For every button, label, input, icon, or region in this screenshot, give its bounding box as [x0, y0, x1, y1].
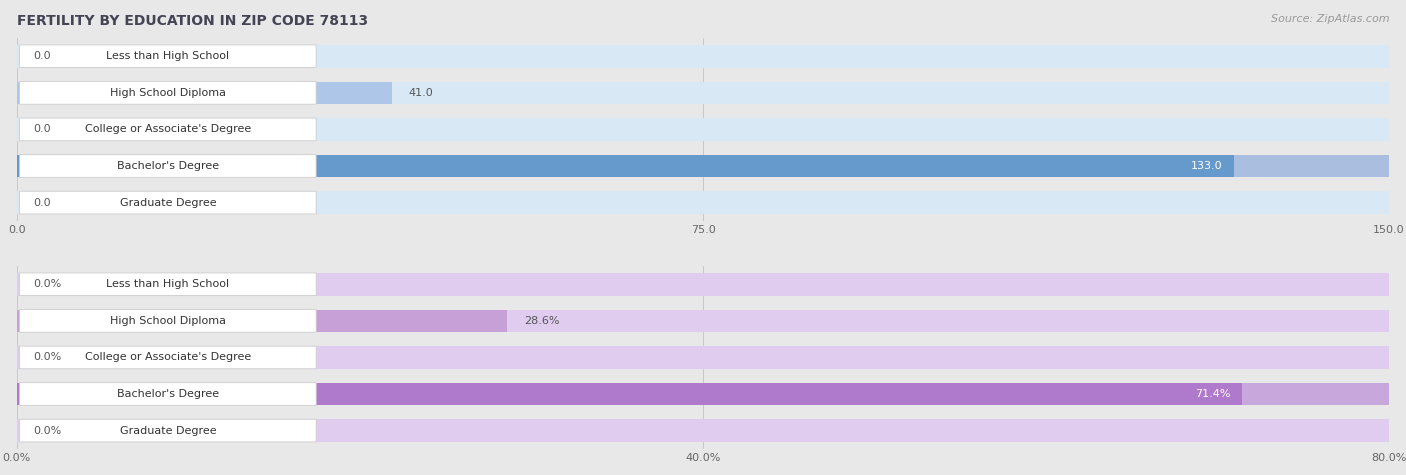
- Text: Less than High School: Less than High School: [107, 279, 229, 289]
- Bar: [17, 118, 1389, 141]
- Bar: [17, 191, 1389, 214]
- Bar: [17, 310, 1389, 332]
- Text: 28.6%: 28.6%: [524, 316, 560, 326]
- Text: High School Diploma: High School Diploma: [110, 88, 226, 98]
- FancyBboxPatch shape: [20, 45, 316, 67]
- FancyBboxPatch shape: [20, 383, 316, 405]
- Text: 41.0: 41.0: [408, 88, 433, 98]
- FancyBboxPatch shape: [20, 191, 316, 214]
- FancyBboxPatch shape: [20, 155, 316, 177]
- Text: 0.0: 0.0: [34, 198, 51, 208]
- Bar: [17, 346, 1389, 369]
- Text: 0.0%: 0.0%: [34, 279, 62, 289]
- Bar: [17, 273, 1389, 295]
- FancyBboxPatch shape: [20, 273, 316, 295]
- Bar: [17, 419, 1389, 442]
- Text: 0.0: 0.0: [34, 124, 51, 134]
- Text: 133.0: 133.0: [1191, 161, 1223, 171]
- FancyBboxPatch shape: [20, 310, 316, 332]
- Text: 0.0: 0.0: [34, 51, 51, 61]
- Bar: [17, 45, 1389, 67]
- Bar: [17, 310, 508, 332]
- Bar: [17, 155, 1233, 177]
- FancyBboxPatch shape: [20, 346, 316, 369]
- Text: Graduate Degree: Graduate Degree: [120, 426, 217, 436]
- Text: 0.0%: 0.0%: [34, 352, 62, 362]
- Text: Source: ZipAtlas.com: Source: ZipAtlas.com: [1271, 14, 1389, 24]
- Text: High School Diploma: High School Diploma: [110, 316, 226, 326]
- Text: 71.4%: 71.4%: [1195, 389, 1230, 399]
- Text: College or Associate's Degree: College or Associate's Degree: [84, 352, 250, 362]
- Text: Graduate Degree: Graduate Degree: [120, 198, 217, 208]
- Text: Less than High School: Less than High School: [107, 51, 229, 61]
- Text: 0.0%: 0.0%: [34, 426, 62, 436]
- Text: Bachelor's Degree: Bachelor's Degree: [117, 161, 219, 171]
- Bar: [17, 82, 392, 104]
- FancyBboxPatch shape: [20, 118, 316, 141]
- Text: FERTILITY BY EDUCATION IN ZIP CODE 78113: FERTILITY BY EDUCATION IN ZIP CODE 78113: [17, 14, 368, 28]
- Text: College or Associate's Degree: College or Associate's Degree: [84, 124, 250, 134]
- Bar: [17, 383, 1389, 405]
- Bar: [17, 82, 1389, 104]
- FancyBboxPatch shape: [20, 419, 316, 442]
- Text: Bachelor's Degree: Bachelor's Degree: [117, 389, 219, 399]
- FancyBboxPatch shape: [20, 82, 316, 104]
- Bar: [17, 155, 1389, 177]
- Bar: [17, 383, 1241, 405]
